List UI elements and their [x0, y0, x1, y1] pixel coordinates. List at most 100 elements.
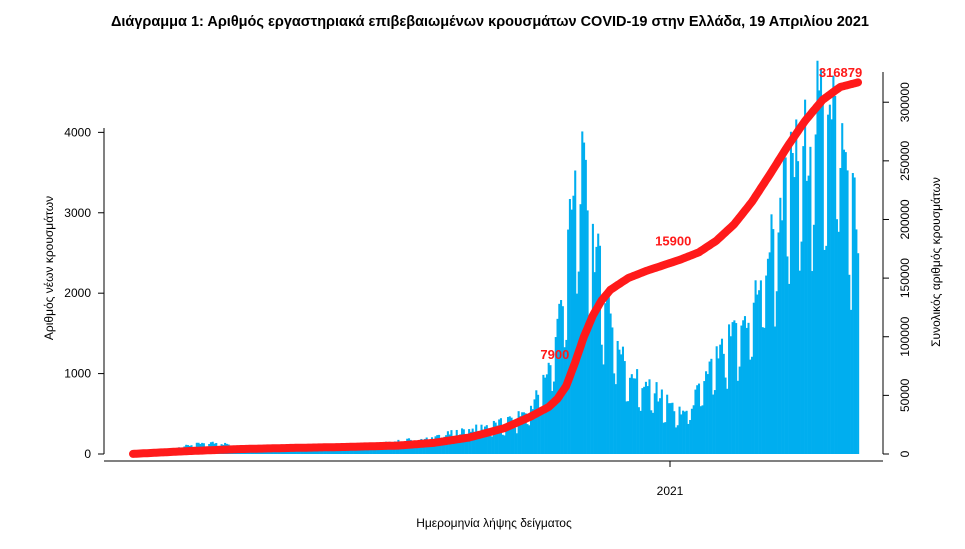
daily-bar — [568, 199, 571, 454]
daily-bar — [506, 417, 510, 454]
daily-bar — [809, 146, 812, 454]
daily-bar — [667, 403, 670, 454]
daily-bar — [756, 294, 759, 454]
y2-axis-label: Συνολικός αριθμός κρουσμάτων — [929, 177, 943, 347]
y2-tick-label: 100000 — [898, 316, 912, 356]
daily-bar — [466, 440, 469, 454]
daily-bar — [453, 439, 457, 454]
daily-bar — [650, 410, 653, 454]
daily-bar — [485, 425, 488, 454]
daily-bar — [814, 134, 817, 454]
daily-bar — [590, 316, 593, 454]
daily-bar — [784, 157, 787, 454]
daily-bar — [848, 274, 851, 454]
daily-bar — [777, 232, 780, 454]
cumulative-annotation: 7900 — [540, 347, 569, 362]
daily-bar — [706, 374, 709, 454]
daily-bar — [666, 394, 669, 454]
daily-bar — [853, 177, 856, 455]
daily-bar — [538, 409, 541, 454]
daily-bar — [850, 309, 853, 454]
daily-bar — [600, 344, 603, 454]
daily-bar — [416, 444, 419, 454]
daily-bar — [819, 68, 823, 455]
daily-bar — [521, 412, 524, 454]
daily-bar — [575, 293, 579, 454]
daily-bar — [632, 378, 635, 454]
cumulative-series — [129, 78, 862, 458]
daily-bar — [328, 449, 331, 454]
daily-bar — [825, 245, 828, 454]
daily-bar — [779, 197, 782, 454]
daily-bar — [646, 386, 649, 454]
daily-bar — [607, 297, 610, 454]
daily-bar — [621, 346, 625, 454]
daily-bar — [752, 302, 755, 454]
daily-bar — [614, 384, 617, 454]
daily-bar — [498, 419, 501, 454]
daily-bar — [476, 437, 480, 454]
daily-bar — [851, 173, 854, 454]
daily-bar — [593, 272, 596, 454]
daily-bar — [798, 270, 801, 454]
daily-bar — [713, 390, 716, 454]
daily-bar — [664, 422, 667, 454]
daily-bar — [432, 440, 435, 454]
x-tick-label-2021: 2021 — [657, 484, 684, 498]
daily-bar — [542, 374, 545, 454]
daily-bar — [402, 445, 405, 454]
daily-bar — [609, 313, 612, 454]
daily-bar — [584, 159, 587, 454]
daily-bar — [791, 152, 794, 454]
daily-bar — [620, 354, 623, 454]
daily-bar — [522, 412, 525, 454]
daily-bar — [659, 398, 662, 454]
daily-bar — [595, 246, 598, 454]
daily-bar — [796, 161, 800, 454]
daily-bar — [660, 389, 663, 454]
daily-bar — [703, 381, 706, 454]
y-axis-label: Αριθμός νέων κρουσμάτων — [42, 196, 56, 340]
daily-bar — [662, 422, 665, 454]
daily-bar — [844, 152, 847, 454]
daily-bar — [793, 177, 796, 454]
daily-bar — [316, 450, 319, 454]
daily-bar — [556, 318, 559, 454]
daily-bar — [636, 369, 639, 454]
daily-bar — [717, 358, 720, 454]
daily-bar — [855, 229, 858, 454]
daily-bar — [835, 219, 838, 454]
daily-bar — [598, 245, 602, 454]
daily-bar — [514, 427, 517, 454]
daily-bar — [742, 320, 745, 454]
daily-bar — [501, 434, 504, 454]
daily-bar — [312, 449, 315, 454]
daily-bar — [842, 149, 846, 454]
daily-bar — [653, 393, 656, 454]
daily-bar — [839, 168, 842, 454]
daily-bar — [558, 303, 561, 454]
daily-bar — [627, 401, 630, 454]
daily-bar — [293, 451, 296, 454]
daily-bar — [459, 434, 462, 454]
daily-bar — [517, 411, 520, 454]
daily-bar — [471, 428, 474, 454]
daily-bar — [644, 381, 647, 454]
daily-bar — [733, 320, 736, 454]
daily-bar — [508, 416, 511, 454]
daily-bar — [728, 324, 731, 454]
daily-bar — [494, 422, 497, 454]
daily-bar — [491, 436, 494, 454]
daily-bar — [811, 271, 814, 454]
daily-bar — [720, 338, 724, 454]
daily-bar — [469, 431, 472, 454]
daily-bar — [427, 443, 430, 454]
daily-bar — [689, 420, 692, 454]
daily-bar — [687, 423, 690, 454]
daily-bar — [715, 346, 718, 454]
daily-bar — [655, 382, 658, 454]
daily-bar — [512, 420, 515, 454]
daily-bar — [673, 411, 676, 454]
